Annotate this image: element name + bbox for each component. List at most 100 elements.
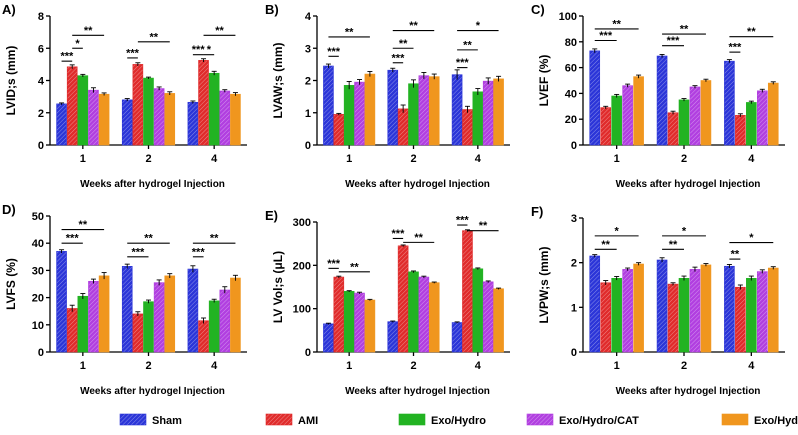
y-axis-label: LVFS (%) <box>4 258 18 310</box>
y-tick-label: 6 <box>38 43 44 55</box>
bar <box>121 266 133 353</box>
error-bar <box>167 91 173 96</box>
bar <box>397 108 409 146</box>
significance-bracket: * <box>457 20 499 32</box>
error-bar <box>367 298 373 301</box>
legend-item-exo-hydro-aunps-cat: Exo/Hydro/AuNPs/CAT <box>721 413 798 427</box>
y-tick-label: 2 <box>305 76 311 88</box>
y-tick-label: 1 <box>571 302 577 314</box>
y-tick-label: 4 <box>305 11 312 23</box>
significance-label: ** <box>79 219 88 231</box>
significance-bracket: *** <box>60 51 74 63</box>
error-bar <box>411 270 416 273</box>
error-bar <box>390 67 396 73</box>
error-bar <box>101 92 107 96</box>
error-bar <box>592 48 598 53</box>
error-bar <box>357 79 363 85</box>
bar <box>611 95 622 146</box>
panel-letter: A) <box>2 2 16 17</box>
significance-bracket: ** <box>662 239 684 251</box>
bar <box>132 64 144 146</box>
bar <box>387 69 399 146</box>
significance-label: * <box>207 44 212 56</box>
error-bar <box>201 317 207 324</box>
error-bar <box>201 58 207 62</box>
x-axis-label: Weeks after hydrogel Injection <box>80 386 225 397</box>
bar <box>589 50 601 146</box>
bar <box>633 76 644 146</box>
error-bar <box>135 62 141 66</box>
y-tick-label: 3 <box>571 213 577 225</box>
bar <box>472 91 484 146</box>
error-bar <box>625 83 631 88</box>
error-bar <box>325 322 331 325</box>
bar <box>397 245 409 353</box>
bar <box>656 259 668 353</box>
error-bar <box>222 286 228 294</box>
error-bar <box>759 88 765 93</box>
x-axis-label: Weeks after hydrogel Injection <box>345 386 490 397</box>
significance-label: ** <box>680 24 689 36</box>
legend-item-sham: Sham <box>119 413 182 427</box>
y-tick-label: 50 <box>32 211 44 223</box>
significance-bracket: *** <box>662 35 684 47</box>
panel-f: F) 0 1 2 3 LVPW;s (mm) 1 2 4 Weeks after hydrogel… <box>531 204 785 397</box>
significance-label: ** <box>350 261 359 273</box>
error-bar <box>367 71 373 77</box>
x-tick-label: 4 <box>475 360 482 372</box>
error-bar <box>770 81 776 85</box>
significance-bracket: ** <box>594 239 617 251</box>
significance-label: *** <box>192 246 206 258</box>
significance-bracket: ** <box>467 220 499 232</box>
error-bar <box>681 275 687 281</box>
significance-bracket: ** <box>72 25 105 37</box>
bar <box>656 55 668 146</box>
error-bar <box>475 88 481 96</box>
significance-bracket: ** <box>457 39 478 51</box>
y-tick-label: 0 <box>38 347 44 359</box>
bar <box>230 277 241 353</box>
error-bar <box>156 86 162 91</box>
legend-item-ami: AMI <box>265 413 318 427</box>
panel-letter: D) <box>2 202 16 217</box>
bar <box>678 99 690 146</box>
error-bar <box>603 280 609 285</box>
bar <box>132 313 144 353</box>
legend-label: Sham <box>152 415 182 427</box>
bar <box>667 112 679 146</box>
significance-bracket: ** <box>392 20 435 32</box>
x-tick-label: 2 <box>681 360 687 372</box>
error-bar <box>222 89 228 93</box>
significance-label: ** <box>601 239 610 251</box>
bar <box>77 75 89 146</box>
y-tick-label: 40 <box>565 88 577 100</box>
y-tick-label: 100 <box>559 11 577 23</box>
legend: Sham AMI Exo/Hydro Exo/Hydro/CAT Exo/Hydro/A… <box>119 413 798 427</box>
x-axis-label: Weeks after hydrogel Injection <box>616 179 761 190</box>
bar <box>633 263 644 353</box>
significance-label: * <box>682 225 687 237</box>
significance-label: *** <box>60 51 74 63</box>
bar <box>600 282 612 353</box>
y-axis-label: LVPW;s (mm) <box>537 247 551 324</box>
legend-label: Exo/Hydro/CAT <box>559 415 639 427</box>
error-bar <box>90 87 96 93</box>
bar <box>66 66 78 146</box>
significance-label: *** <box>126 47 140 59</box>
bar <box>689 269 701 353</box>
error-bar <box>454 321 460 324</box>
bar <box>187 268 199 353</box>
significance-bracket: ** <box>203 25 236 37</box>
error-bar <box>748 100 754 104</box>
panel-e: E) 0 100 200 300 LV Vol;s (μL) 1 2 4 Weeks after … <box>265 208 510 397</box>
error-bar <box>703 263 709 267</box>
error-bar <box>69 304 75 312</box>
error-bar <box>659 257 665 263</box>
bar <box>600 107 612 146</box>
x-tick-label: 4 <box>475 153 482 165</box>
significance-label: *** <box>392 228 406 240</box>
error-bar <box>411 79 416 88</box>
x-tick-label: 2 <box>145 360 151 372</box>
y-tick-label: 10 <box>32 320 44 332</box>
